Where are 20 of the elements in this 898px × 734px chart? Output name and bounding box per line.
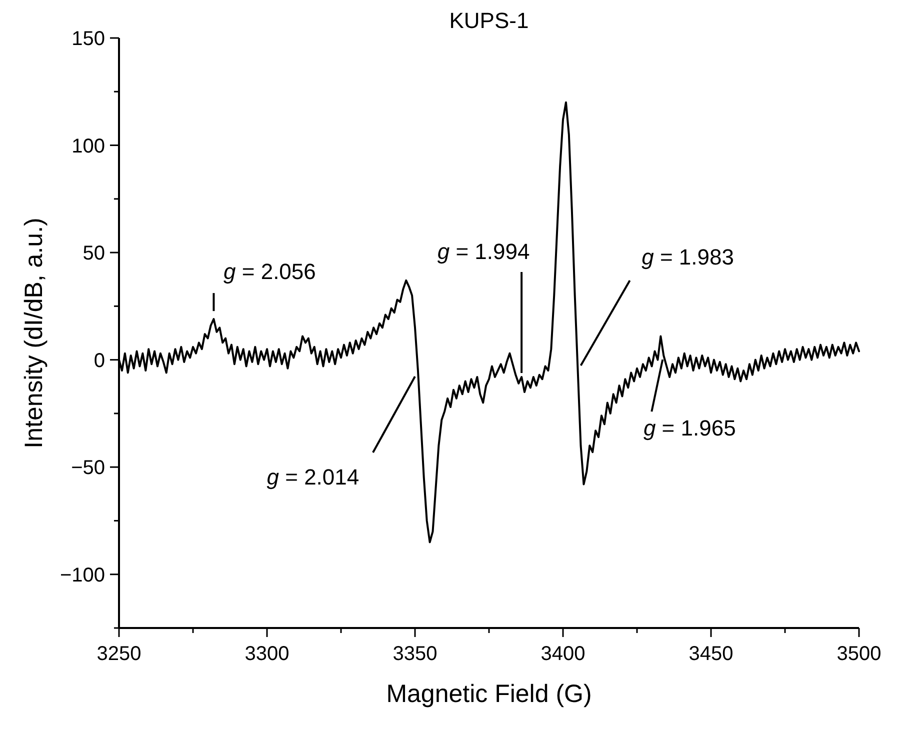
y-tick-label: −100 [60, 564, 105, 586]
annotation: g = 1.965 [643, 416, 736, 441]
x-tick-label: 3450 [688, 643, 734, 665]
x-tick-label: 3250 [96, 643, 142, 665]
y-tick-label: 150 [72, 28, 105, 50]
x-tick-label: 3500 [836, 643, 882, 665]
y-axis-title: Intensity (dI/dB, a.u.) [20, 218, 48, 448]
x-tick-label: 3350 [392, 643, 438, 665]
x-tick-label: 3400 [540, 643, 586, 665]
annotation: g = 1.994 [437, 238, 530, 264]
annotation: g = 2.014 [266, 464, 360, 490]
annotation: g = 2.056 [224, 259, 316, 284]
x-axis-title: Magnetic Field (G) [386, 680, 592, 708]
annotation: g = 1.983 [642, 244, 734, 270]
y-tick-label: 100 [72, 135, 105, 158]
chart-title: KUPS-1 [449, 8, 529, 33]
y-tick-label: 0 [94, 350, 105, 372]
y-tick-label: 50 [82, 242, 105, 265]
x-tick-label: 3300 [244, 643, 290, 665]
y-tick-label: −50 [71, 457, 105, 480]
